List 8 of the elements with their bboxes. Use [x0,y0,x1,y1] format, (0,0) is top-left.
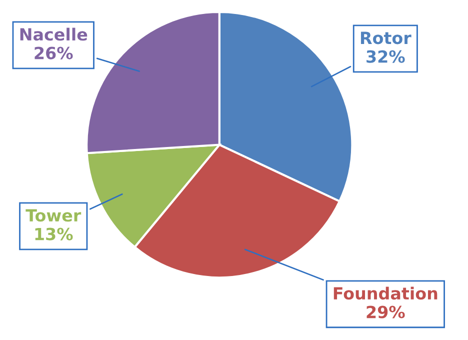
slice-label: Rotor [360,32,412,44]
data-label: 32% [366,50,405,63]
data-label: 29% [366,306,405,318]
slice-label: Nacelle [20,28,88,41]
slice-label: Tower [26,209,82,222]
data-label: 26% [34,46,73,60]
data-label: 13% [35,228,73,240]
slice-label: Foundation [334,286,438,300]
